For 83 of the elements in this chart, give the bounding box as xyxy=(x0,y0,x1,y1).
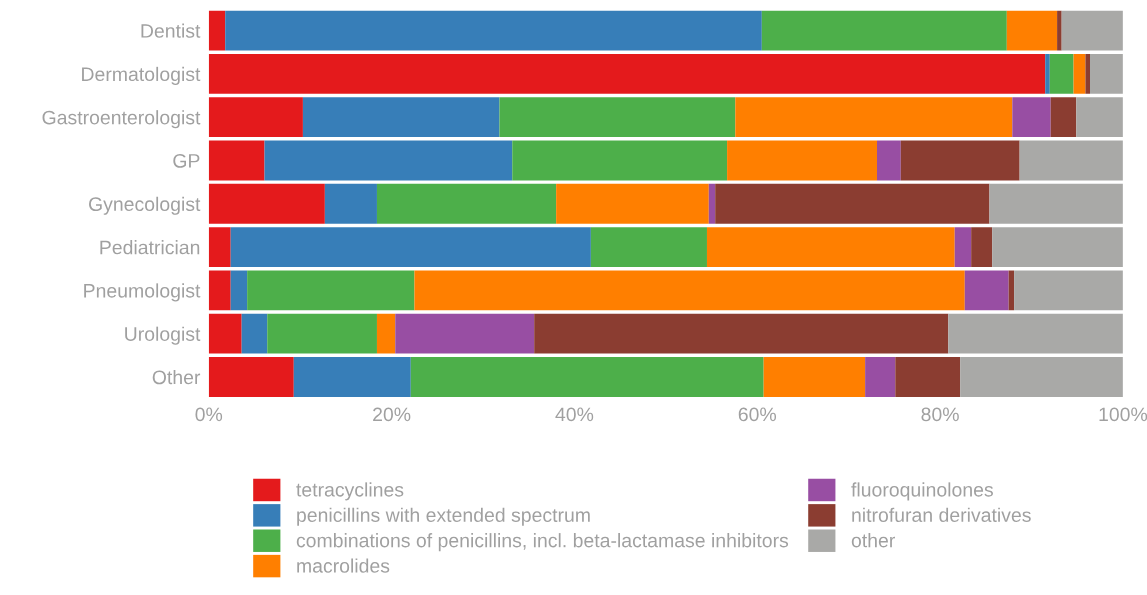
y-tick-label: Gynecologist xyxy=(89,196,201,215)
bar xyxy=(264,140,513,181)
x-tick-label: 40% xyxy=(555,407,594,422)
bar xyxy=(708,183,716,224)
bar xyxy=(948,313,1123,354)
bar xyxy=(1049,53,1074,94)
x-tick-label: 60% xyxy=(738,407,777,422)
bar xyxy=(590,227,707,268)
y-tick-label: Gastroenterologist xyxy=(42,110,201,129)
y-tick-label: Pneumologist xyxy=(84,283,201,302)
bar xyxy=(1061,10,1123,51)
bar xyxy=(1085,53,1090,94)
y-tick-label: Other xyxy=(152,369,201,385)
x-tick-label: 0% xyxy=(195,407,223,422)
bar xyxy=(208,227,231,268)
bar xyxy=(208,357,294,397)
bar xyxy=(1090,53,1123,94)
bar xyxy=(512,140,728,181)
legend-label: penicillins with extended spectrum xyxy=(297,507,590,526)
bar xyxy=(247,270,415,311)
y-tick-label: Urologist xyxy=(125,326,201,345)
bar xyxy=(1019,140,1123,181)
bar xyxy=(1014,270,1123,311)
bar xyxy=(414,270,965,311)
bar xyxy=(267,313,377,354)
legend-label: tetracyclines xyxy=(296,482,404,501)
x-tick-label: 100% xyxy=(1099,407,1147,422)
bar xyxy=(992,227,1123,268)
x-tick-label: 20% xyxy=(373,407,411,422)
y-tick-label: Pediatrician xyxy=(100,240,200,255)
bar xyxy=(964,270,1009,311)
bar xyxy=(865,357,896,397)
bar xyxy=(208,97,303,138)
x-tick-label: 80% xyxy=(921,407,959,422)
bar xyxy=(376,313,396,354)
bar xyxy=(735,97,1013,138)
bar xyxy=(763,357,866,397)
bar xyxy=(900,140,1020,181)
bar xyxy=(395,313,535,354)
bar xyxy=(534,313,949,354)
bar xyxy=(225,10,762,51)
bar xyxy=(230,270,248,311)
bar xyxy=(376,183,557,224)
y-tick-label: Dentist xyxy=(141,23,201,38)
bar xyxy=(954,227,972,268)
bar xyxy=(1076,97,1123,138)
bar xyxy=(302,97,500,138)
bar xyxy=(1073,53,1086,94)
bar xyxy=(1012,97,1051,138)
bar xyxy=(1045,53,1050,94)
bar xyxy=(727,140,877,181)
bar xyxy=(293,357,411,397)
bar xyxy=(208,270,231,311)
bar xyxy=(1006,10,1058,51)
bar xyxy=(208,313,242,354)
legend-label: macrolides xyxy=(297,558,390,573)
bar xyxy=(324,183,377,224)
bar xyxy=(706,227,955,268)
legend-label: combinations of penicillins, incl. beta-lactamase inhibitors xyxy=(296,533,789,552)
y-tick-label: GP xyxy=(173,153,200,168)
y-tick-label: Dermatologist xyxy=(82,66,201,85)
bar xyxy=(715,183,990,224)
bar xyxy=(960,357,1123,397)
bar xyxy=(1050,97,1077,138)
bar xyxy=(208,10,226,51)
bar xyxy=(877,140,901,181)
bar xyxy=(230,227,591,268)
bar xyxy=(499,97,736,138)
bar xyxy=(410,357,764,397)
bar xyxy=(241,313,268,354)
bar xyxy=(761,10,1007,51)
bar xyxy=(989,183,1123,224)
bar xyxy=(208,183,325,224)
bar xyxy=(208,140,265,181)
bar xyxy=(556,183,709,224)
bar xyxy=(1008,270,1015,311)
bar xyxy=(895,357,961,397)
legend-label: fluoroquinolones xyxy=(851,482,993,501)
legend-label: nitrofuran derivatives xyxy=(852,507,1031,522)
bar xyxy=(1057,10,1062,51)
bar xyxy=(208,53,1046,94)
legend-label: other xyxy=(851,533,895,548)
bar xyxy=(971,227,993,268)
